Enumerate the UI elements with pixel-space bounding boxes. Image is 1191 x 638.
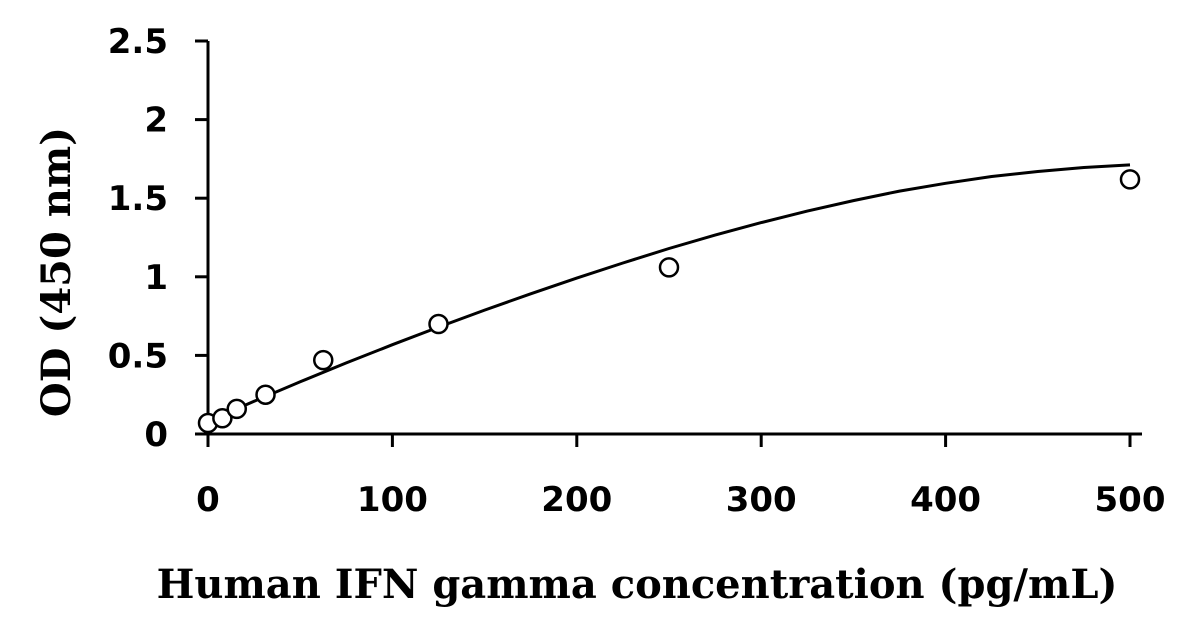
y-tick-label: 0.5 <box>108 336 168 376</box>
y-axis-title: OD (450 nm) <box>33 127 80 417</box>
fit-curve-line <box>207 163 1131 423</box>
y-tick-label: 0 <box>144 415 168 455</box>
data-point <box>658 257 680 278</box>
axes <box>206 41 1142 436</box>
data-points-layer <box>197 169 1141 434</box>
y-tick-label: 2.5 <box>108 22 168 62</box>
x-tick-label: 300 <box>726 480 797 520</box>
x-axis-ticks: 0 100 200 300 400 500 <box>196 434 1165 520</box>
y-tick-label: 1 <box>144 258 168 298</box>
x-tick-label: 200 <box>541 480 612 520</box>
x-axis-title: Human IFN gamma concentration (pg/mL) <box>157 561 1118 608</box>
x-tick-label: 100 <box>357 480 428 520</box>
data-point <box>428 313 449 335</box>
x-tick-label: 0 <box>196 480 220 520</box>
y-tick-label: 2 <box>144 101 168 141</box>
x-tick-label: 400 <box>910 480 981 520</box>
fit-curve-layer <box>207 163 1131 423</box>
y-axis-ticks: 0 0.5 1 1.5 2 2.5 <box>108 22 208 455</box>
x-tick-label: 500 <box>1095 480 1166 520</box>
data-point <box>226 398 248 420</box>
data-point <box>255 384 276 405</box>
data-point <box>1119 169 1141 190</box>
data-point <box>212 408 233 429</box>
y-tick-label: 1.5 <box>108 179 168 219</box>
data-point <box>313 349 334 371</box>
